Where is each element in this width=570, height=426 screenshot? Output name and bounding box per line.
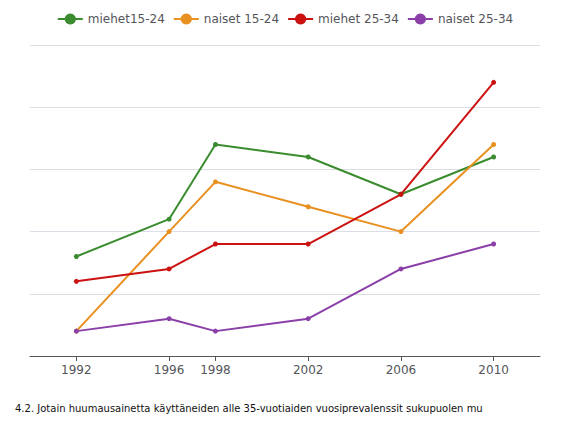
svg-text:naiset 15-24: naiset 15-24: [204, 12, 279, 26]
svg-text:4.2. Jotain huumausainetta käy: 4.2. Jotain huumausainetta käyttäneiden …: [15, 403, 483, 414]
svg-text:2006: 2006: [386, 363, 417, 377]
svg-text:1992: 1992: [61, 363, 92, 377]
svg-text:2010: 2010: [478, 363, 509, 377]
svg-text:miehet15-24: miehet15-24: [88, 12, 165, 26]
svg-text:1996: 1996: [154, 363, 185, 377]
svg-text:miehet 25-34: miehet 25-34: [318, 12, 399, 26]
svg-text:naiset 25-34: naiset 25-34: [438, 12, 513, 26]
svg-text:2002: 2002: [293, 363, 324, 377]
svg-text:1998: 1998: [200, 363, 231, 377]
